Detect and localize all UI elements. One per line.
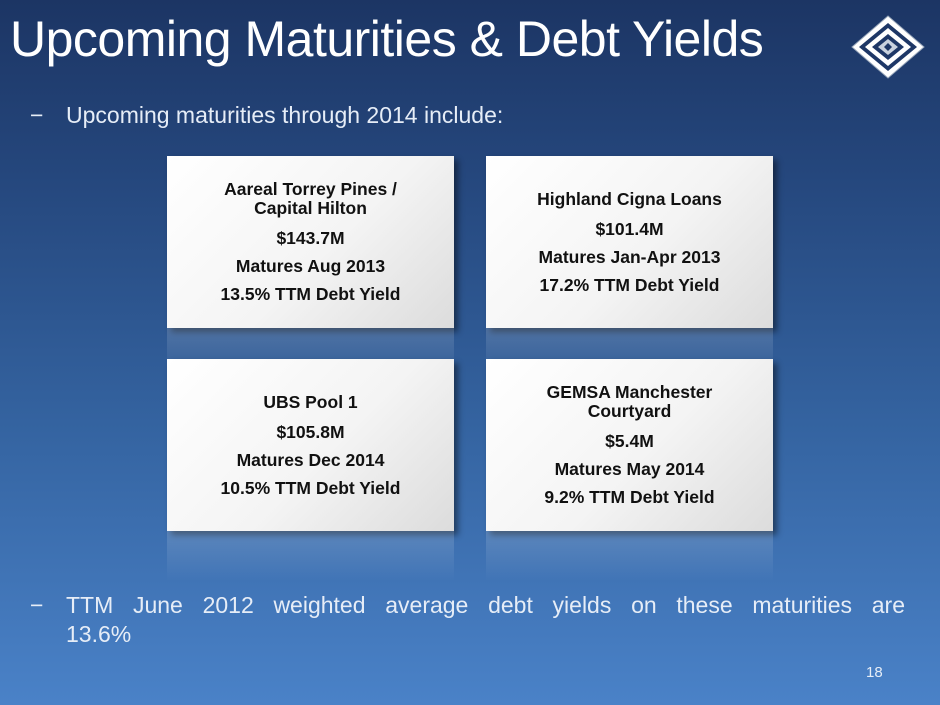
card-name-line2: Courtyard [587,401,672,421]
bullet-dash: − [30,592,44,618]
maturity-card-aareal: Aareal Torrey Pines / Capital Hilton $14… [167,156,454,378]
card-maturity: Matures Dec 2014 [236,449,385,470]
card-name-line2: Capital Hilton [254,198,367,218]
bullet-dash: − [30,102,44,128]
diamond-logo-icon [851,15,925,79]
card-name-line1: GEMSA Manchester [546,382,713,402]
card-yield: 10.5% TTM Debt Yield [220,477,401,498]
card-maturity: Matures Aug 2013 [235,256,386,276]
card-amount: $101.4M [595,218,664,239]
card-name: Aareal Torrey Pines / Capital Hilton [224,180,397,218]
summary-text-line2: 13.6% [66,621,132,647]
maturity-card-highland: Highland Cigna Loans $101.4M Matures Jan… [486,156,773,378]
slide-title: Upcoming Maturities & Debt Yields [10,11,764,67]
page-number: 18 [866,664,883,681]
summary-text-line1: TTM June 2012 weighted average debt yiel… [66,592,905,618]
card-yield: 9.2% TTM Debt Yield [544,487,715,507]
maturity-card-gemsa: GEMSA Manchester Courtyard $5.4M Matures… [486,359,773,581]
card-yield: 13.5% TTM Debt Yield [220,284,401,304]
card-amount: $105.8M [276,421,345,442]
summary-bullet: − TTM June 2012 weighted average debt yi… [30,591,905,647]
intro-bullet: − Upcoming maturities through 2014 inclu… [30,101,900,130]
card-yield: 17.2% TTM Debt Yield [539,274,720,295]
card-amount: $5.4M [605,431,654,451]
maturity-card-ubs: UBS Pool 1 $105.8M Matures Dec 2014 10.5… [167,359,454,581]
card-name-line1: Aareal Torrey Pines / [224,179,397,199]
card-amount: $143.7M [276,228,345,248]
card-name: GEMSA Manchester Courtyard [547,383,713,421]
card-maturity: Matures Jan-Apr 2013 [538,246,721,267]
card-name: UBS Pool 1 [263,391,358,412]
card-name: Highland Cigna Loans [537,188,722,209]
card-maturity: Matures May 2014 [554,459,705,479]
intro-text: Upcoming maturities through 2014 include… [66,102,504,128]
